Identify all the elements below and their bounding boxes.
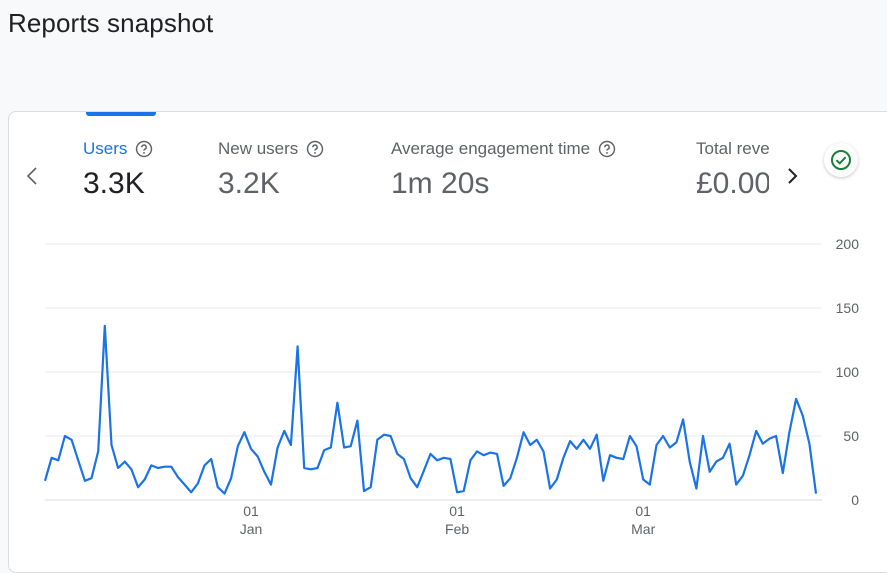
chevron-left-icon[interactable] bbox=[22, 164, 42, 188]
metric-label: Total revenue bbox=[696, 139, 769, 158]
x-tick-day: 01 bbox=[635, 503, 651, 519]
x-axis-ticks: 01 Jan 01 Feb 01 Mar bbox=[240, 503, 656, 537]
metric-value: 3.3K bbox=[83, 167, 145, 200]
help-circle-icon[interactable] bbox=[135, 140, 153, 158]
series-line-users bbox=[43, 324, 818, 495]
metric-tab-total-revenue[interactable]: Total revenue £0.00 bbox=[696, 139, 769, 209]
x-tick-day: 01 bbox=[449, 503, 465, 519]
metric-label: New users bbox=[218, 139, 299, 158]
y-tick-label: 200 bbox=[836, 236, 860, 252]
metric-tab-average-engagement-time[interactable]: Average engagement time 1m 20s bbox=[391, 139, 616, 201]
chevron-right-icon[interactable] bbox=[780, 164, 804, 188]
y-tick-label: 100 bbox=[836, 364, 860, 380]
metric-label: Average engagement time bbox=[391, 139, 591, 158]
y-tick-label: 150 bbox=[836, 300, 860, 316]
active-metric-indicator bbox=[86, 112, 156, 116]
metric-value: 1m 20s bbox=[391, 167, 490, 200]
users-line-chart: 0 50 100 150 200 01 Jan 01 Feb 01 Mar bbox=[43, 236, 860, 537]
chart-grid bbox=[45, 243, 822, 501]
x-tick-day: 01 bbox=[243, 503, 259, 519]
help-circle-icon[interactable] bbox=[306, 140, 324, 158]
reports-snapshot-card: Users 3.3K New users 3.2K Average engage… bbox=[8, 111, 887, 573]
y-axis-ticks: 0 50 100 150 200 bbox=[836, 236, 860, 508]
metric-value: £0.00 bbox=[696, 167, 769, 200]
y-tick-label: 0 bbox=[851, 492, 859, 508]
x-tick-month: Mar bbox=[631, 521, 655, 537]
metric-value: 3.2K bbox=[218, 167, 280, 200]
check-circle-icon[interactable] bbox=[824, 143, 858, 177]
metric-tab-new-users[interactable]: New users 3.2K bbox=[218, 139, 324, 201]
page-title: Reports snapshot bbox=[8, 8, 214, 38]
metric-tab-users[interactable]: Users 3.3K bbox=[83, 139, 153, 201]
y-tick-label: 50 bbox=[843, 428, 859, 444]
help-circle-icon[interactable] bbox=[598, 140, 616, 158]
metric-label: Users bbox=[83, 139, 128, 158]
chart-series bbox=[43, 324, 818, 495]
x-tick-month: Feb bbox=[445, 521, 469, 537]
x-tick-month: Jan bbox=[240, 521, 263, 537]
